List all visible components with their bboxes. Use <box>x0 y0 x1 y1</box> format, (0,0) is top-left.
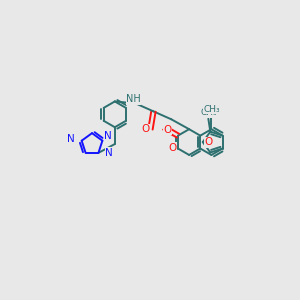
Text: CH₃: CH₃ <box>200 108 217 117</box>
Text: O: O <box>168 142 176 152</box>
Text: N: N <box>67 134 75 144</box>
Text: O: O <box>205 137 213 147</box>
Text: NH: NH <box>126 94 141 104</box>
Text: O: O <box>163 125 171 135</box>
Text: N: N <box>105 148 113 158</box>
Text: O: O <box>141 124 150 134</box>
Text: N: N <box>104 131 112 141</box>
Text: CH₃: CH₃ <box>203 105 220 114</box>
